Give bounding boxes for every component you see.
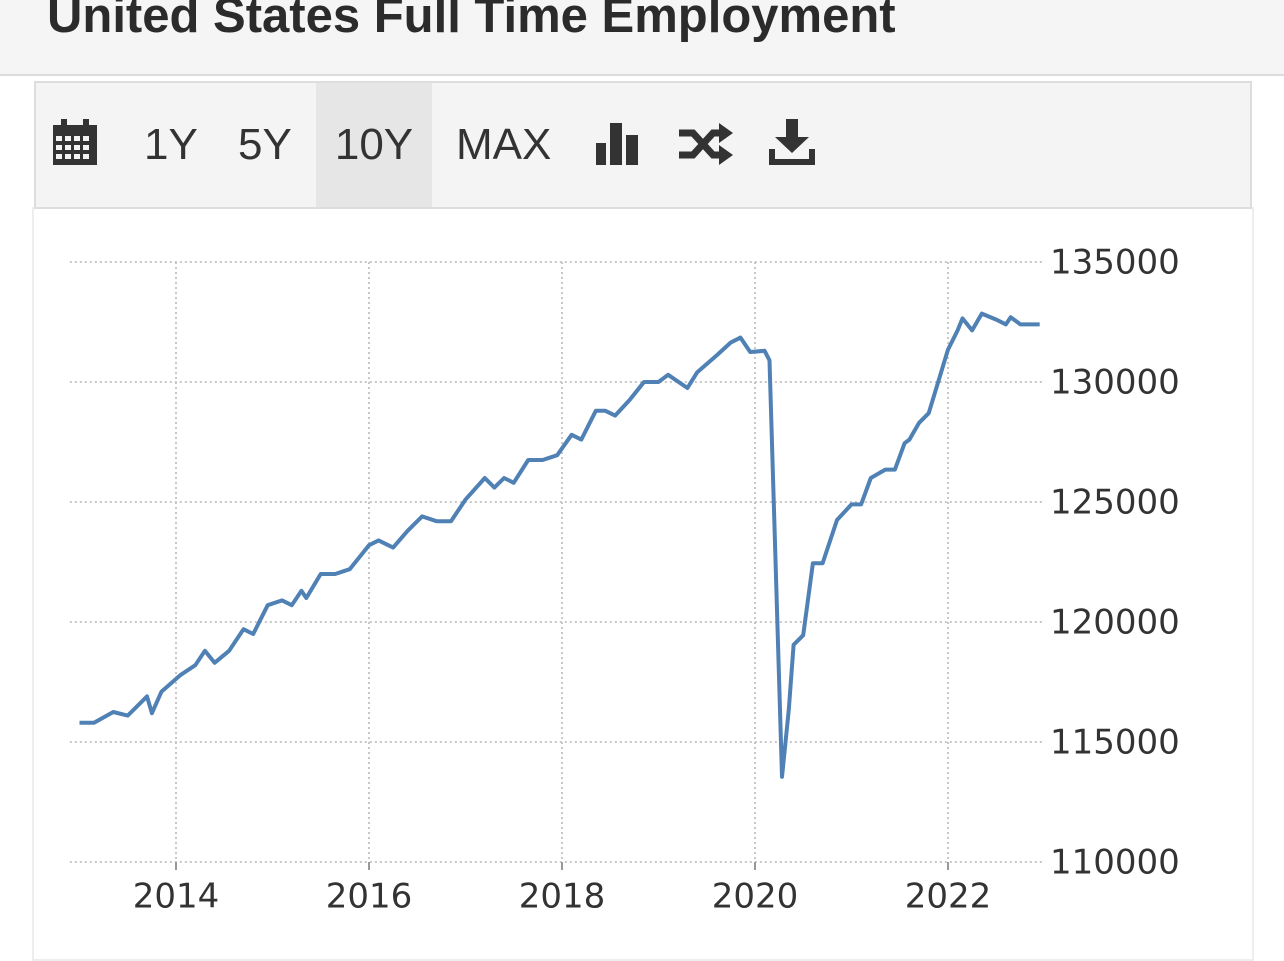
range-button[interactable]: 1Y [144,120,198,169]
toolbar: 1Y 5Y 10Y MAX [34,81,1252,209]
chart-type-icon[interactable] [596,123,640,165]
x-tick-label: 2022 [905,877,992,917]
page-title: United States Full Time Employment [47,0,896,43]
compare-icon[interactable] [679,123,733,165]
chart-area [32,207,1254,961]
y-tick-label: 110000 [1050,843,1180,883]
data-line [79,311,1040,779]
header: United States Full Time Employment [0,0,1284,76]
y-tick-label: 135000 [1050,243,1180,283]
x-tick-label: 2018 [519,877,606,917]
calendar-icon[interactable] [53,119,97,165]
y-tick-label: 130000 [1050,363,1180,403]
y-tick-label: 125000 [1050,483,1180,523]
x-tick-label: 2020 [712,877,799,917]
x-tick-label: 2014 [133,877,220,917]
range-button[interactable]: 10Y [316,83,432,207]
y-tick-label: 115000 [1050,723,1180,763]
y-tick-label: 120000 [1050,603,1180,643]
download-icon[interactable] [769,119,815,165]
range-button[interactable]: 5Y [238,120,292,169]
x-tick-label: 2016 [326,877,413,917]
range-button[interactable]: MAX [456,120,552,169]
